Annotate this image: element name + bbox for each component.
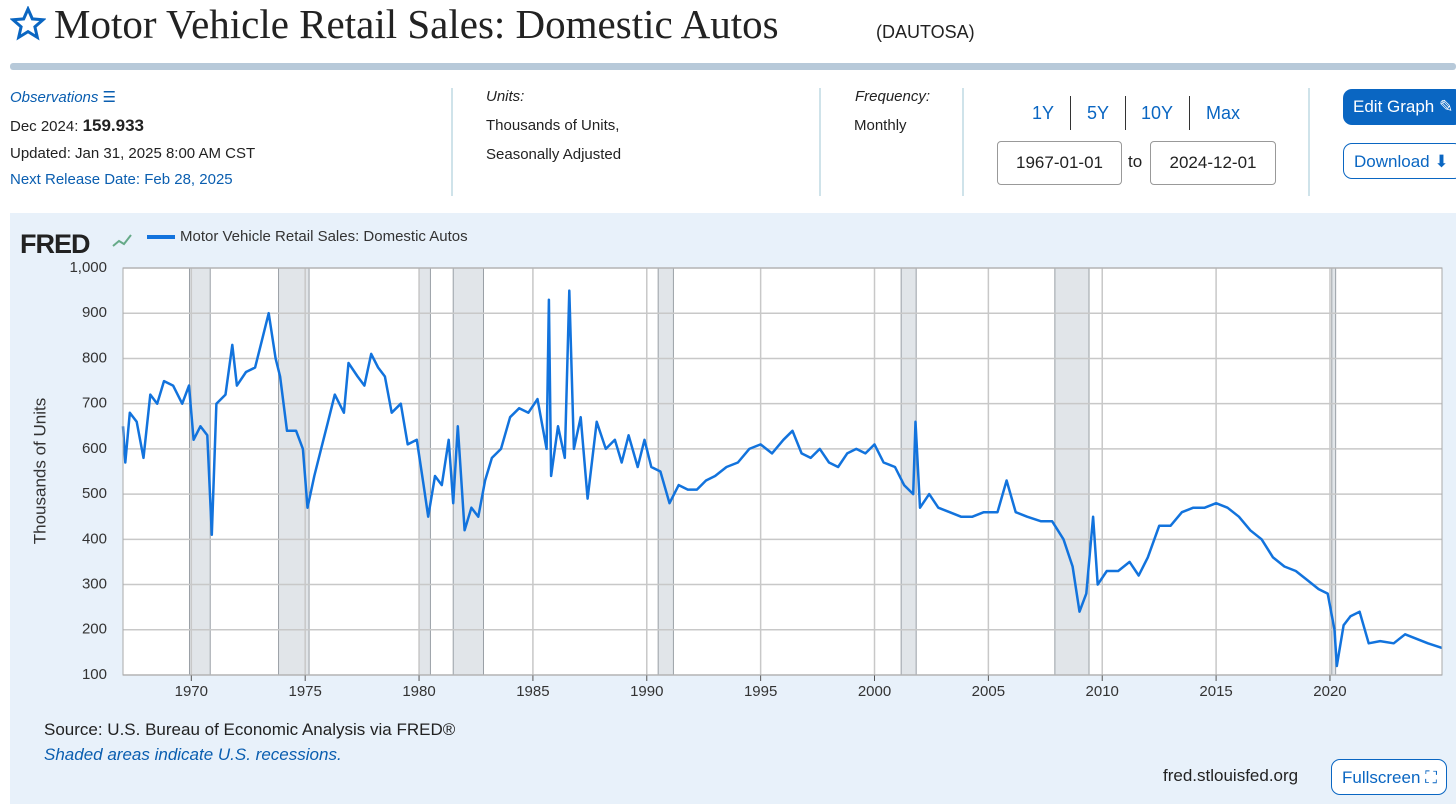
divider: [10, 63, 1456, 70]
latest-date: Dec 2024:: [10, 118, 79, 135]
start-date-input[interactable]: 1967-01-01: [997, 141, 1122, 185]
separator: [451, 88, 453, 196]
frequency-label: Frequency:: [855, 88, 931, 105]
series-line: [121, 289, 1443, 668]
range-button[interactable]: 5Y: [1087, 103, 1110, 123]
y-tick-label: 700: [82, 395, 107, 412]
plot-area: [123, 268, 1442, 675]
separator: [1070, 96, 1071, 130]
range-button[interactable]: Max: [1206, 103, 1241, 123]
end-date-input[interactable]: 2024-12-01: [1150, 141, 1276, 185]
page-title: Motor Vehicle Retail Sales: Domestic Aut…: [54, 1, 779, 47]
observations-text[interactable]: Observations: [10, 89, 99, 106]
logo-icon: [112, 234, 132, 247]
y-tick-label: 1,000: [69, 259, 107, 276]
fullscreen-button[interactable]: Fullscreen ⛶: [1331, 759, 1447, 795]
x-tick-label: 1990: [630, 683, 663, 700]
separator: [1125, 96, 1126, 130]
y-tick-label: 200: [82, 621, 107, 638]
edit-graph-text[interactable]: Edit Graph: [1353, 97, 1435, 116]
recession-note: Shaded areas indicate U.S. recessions.: [44, 745, 342, 764]
observations-link[interactable]: Observations ☰: [10, 89, 116, 106]
x-tick-label: 2000: [858, 683, 891, 700]
edit-graph-button[interactable]: Edit Graph ✎: [1343, 89, 1456, 125]
plot-border: [122, 267, 1443, 676]
series-id: (DAUTOSA): [876, 22, 975, 42]
x-tick-label: 2015: [1199, 683, 1232, 700]
download-button[interactable]: Download ⬇: [1343, 143, 1456, 179]
x-tick-label: 1970: [175, 683, 208, 700]
site: fred.stlouisfed.org: [1163, 766, 1299, 785]
x-tick-label: 2020: [1313, 683, 1346, 700]
download-text[interactable]: Download: [1354, 152, 1430, 171]
y-tick-label: 800: [82, 349, 107, 366]
recession-band: [1054, 267, 1090, 676]
x-tick-label: 1985: [516, 683, 549, 700]
x-tick-label: 2005: [972, 683, 1005, 700]
latest-observation: Dec 2024: 159.933: [10, 116, 144, 136]
x-tick-label: 1975: [288, 683, 321, 700]
latest-value: 159.933: [82, 116, 145, 135]
fred-logo: FRED: [20, 229, 90, 259]
separator: [1308, 88, 1310, 196]
source: Source: U.S. Bureau of Economic Analysis…: [44, 720, 456, 739]
units-line: Seasonally Adjusted: [486, 146, 622, 163]
x-tick-label: 1980: [402, 683, 435, 700]
star-icon[interactable]: [10, 6, 46, 42]
range-button[interactable]: 1Y: [1032, 103, 1055, 123]
separator: [1189, 96, 1190, 130]
chart: FRED Thousands of Units 100 200 300 400 500 6…: [20, 228, 1443, 700]
to-label: to: [1128, 152, 1143, 171]
x-tick-label: 1995: [744, 683, 777, 700]
separator: [819, 88, 821, 196]
legend-label: Motor Vehicle Retail Sales: Domestic Aut…: [180, 228, 468, 245]
frequency: Monthly: [854, 117, 907, 134]
recession-band: [452, 267, 484, 676]
x-tick-label: 2010: [1086, 683, 1119, 700]
updated: Updated: Jan 31, 2025 8:00 AM CST: [10, 145, 256, 162]
next-release[interactable]: Next Release Date: Feb 28, 2025: [10, 171, 233, 188]
range-button[interactable]: 10Y: [1141, 103, 1174, 123]
y-tick-label: 500: [82, 485, 107, 502]
y-tick-label: 900: [82, 304, 107, 321]
y-axis-label: Thousands of Units: [30, 398, 49, 544]
fullscreen-text[interactable]: Fullscreen: [1342, 768, 1421, 787]
y-tick-label: 600: [82, 440, 107, 457]
y-tick-label: 300: [82, 576, 107, 593]
units-line: Thousands of Units,: [486, 117, 620, 134]
recession-band: [188, 267, 211, 676]
y-tick-label: 100: [82, 666, 107, 683]
y-tick-label: 400: [82, 530, 107, 547]
separator: [962, 88, 964, 196]
units-label: Units:: [486, 88, 525, 105]
